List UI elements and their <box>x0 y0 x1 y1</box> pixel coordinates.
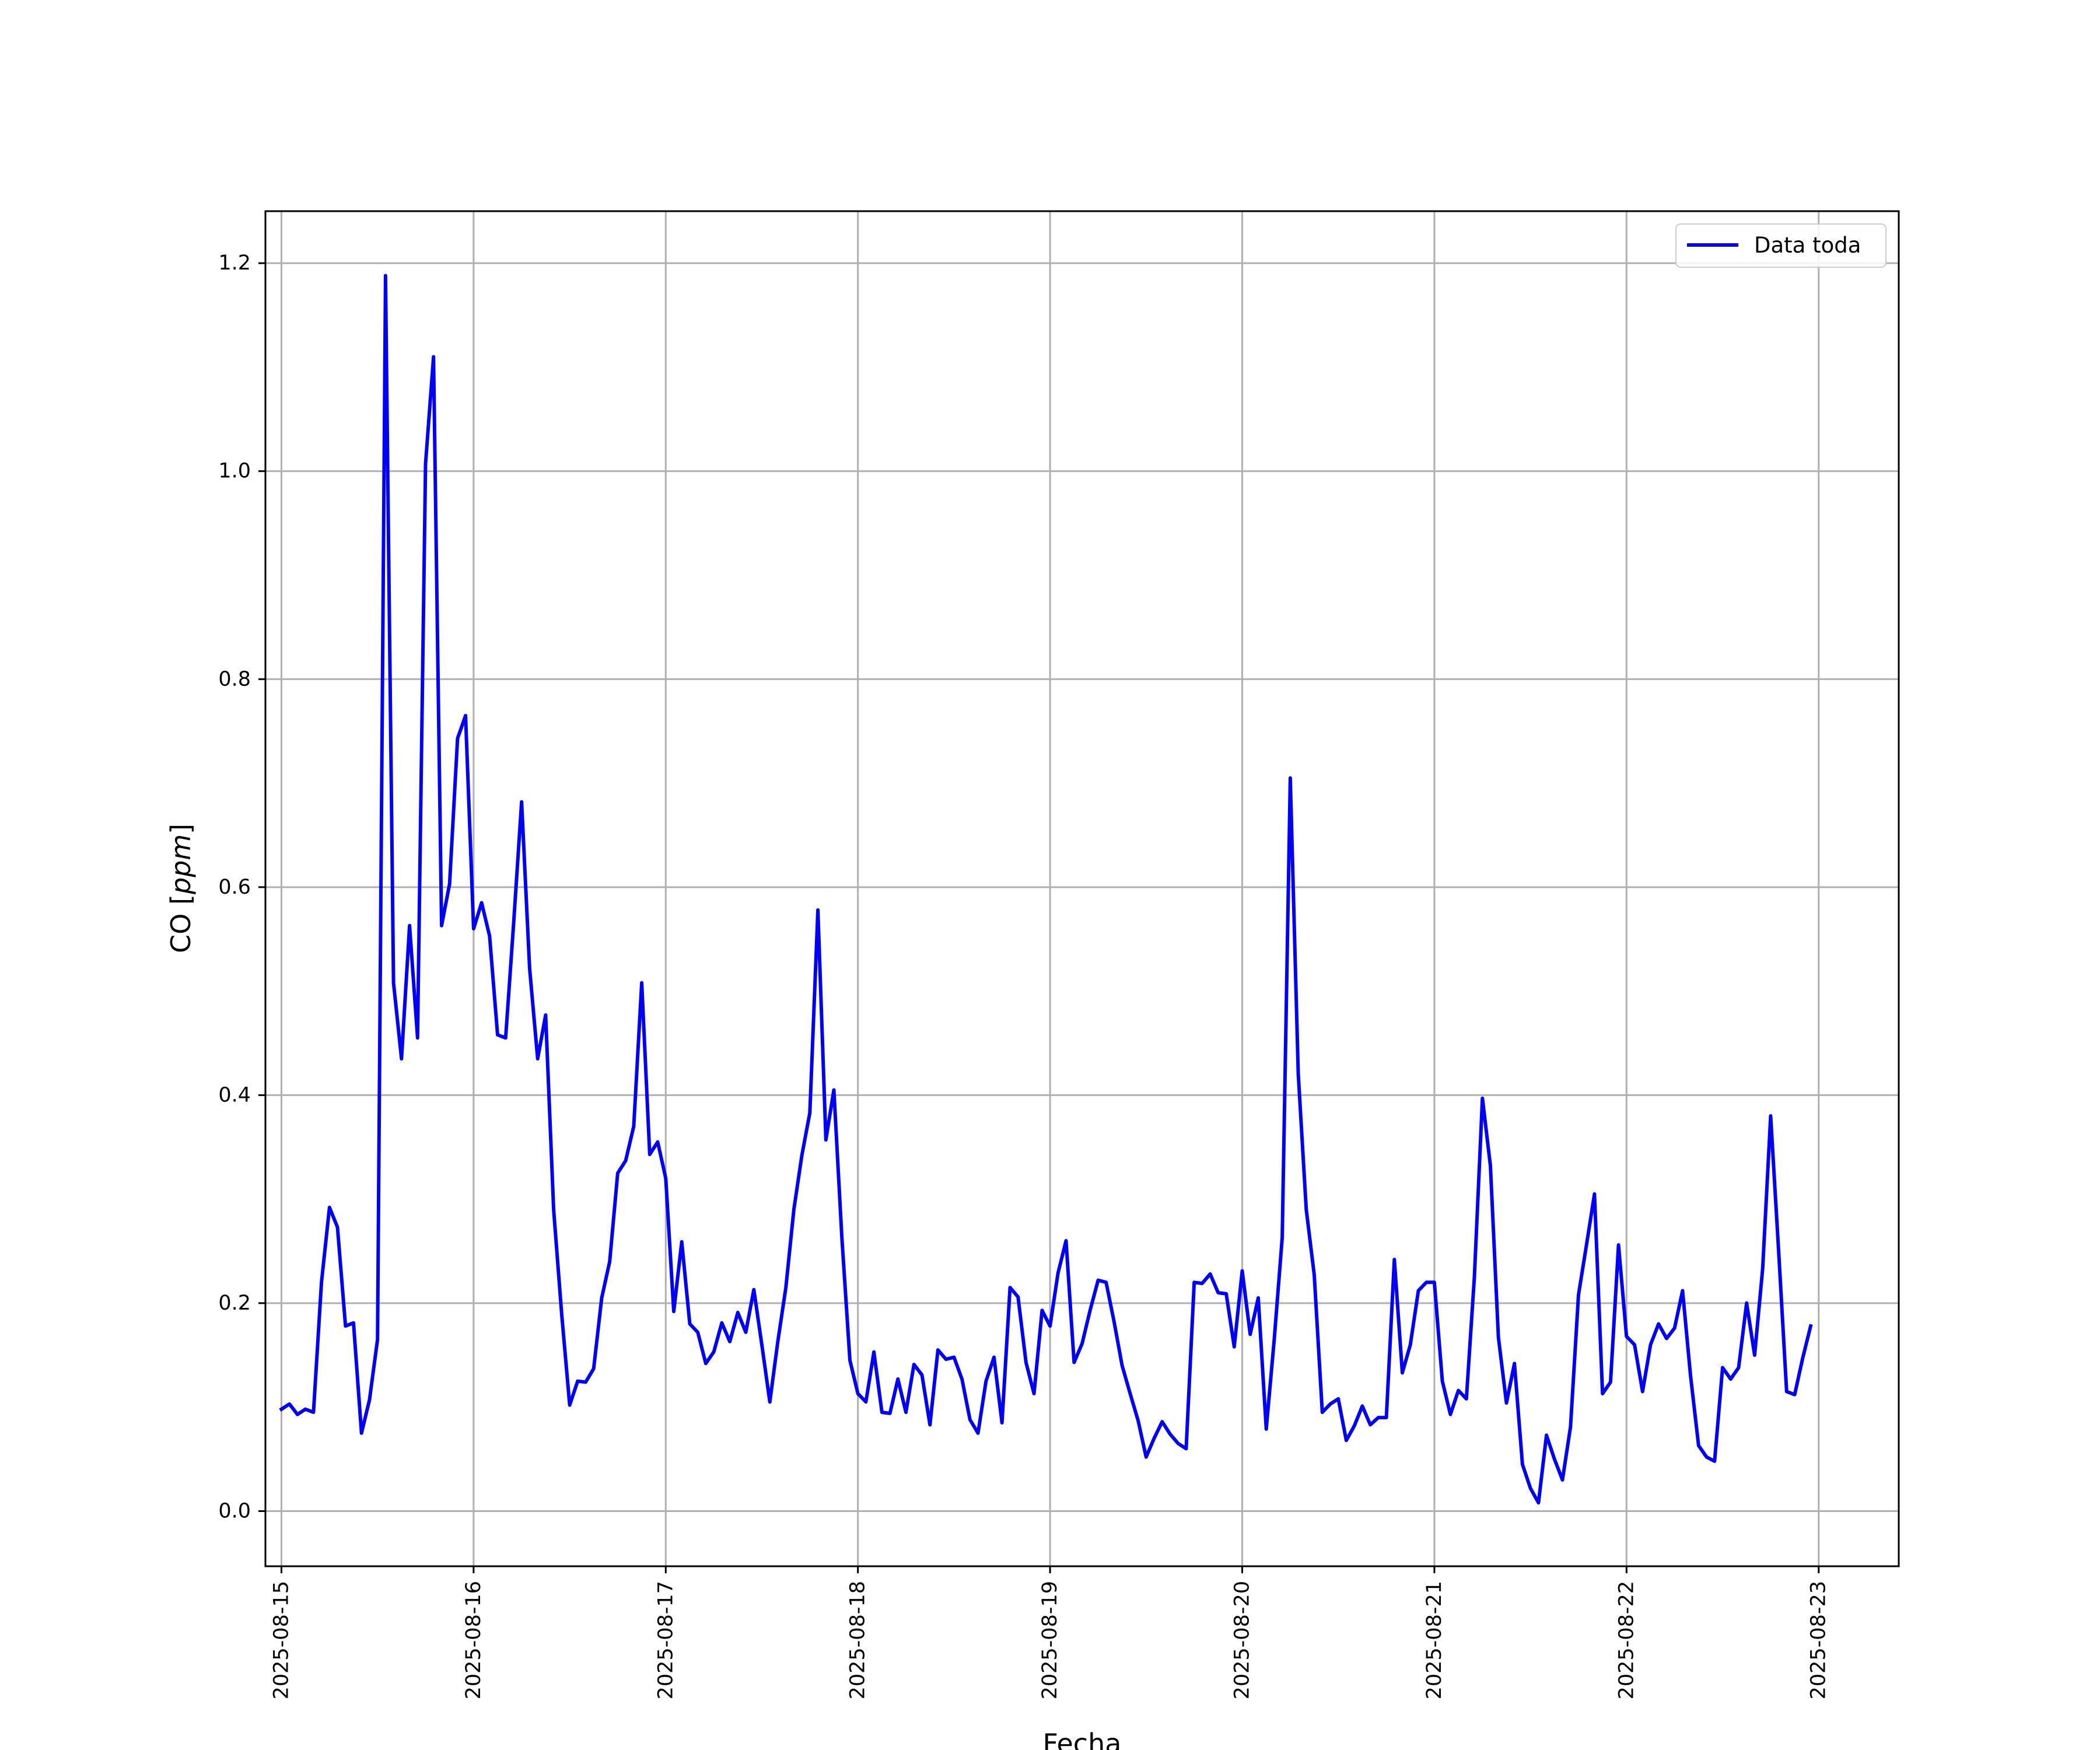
y-axis-label-main: CO [ <box>165 894 197 953</box>
x-tick-label: 2025-08-21 <box>1423 1581 1446 1699</box>
series-layer <box>279 274 1813 1505</box>
x-tick-label: 2025-08-20 <box>1231 1581 1254 1699</box>
x-tick-label: 2025-08-17 <box>654 1581 677 1699</box>
y-tick-label: 0.6 <box>218 876 251 899</box>
y-tick-label: 0.8 <box>218 667 251 691</box>
tick-labels: 2025-08-15 2025-08-16 2025-08-17 2025-08-18… <box>218 251 1830 1699</box>
series-line-data-toda <box>279 274 1813 1505</box>
y-tick-label: 0.0 <box>218 1500 251 1523</box>
grid-lines <box>265 211 1899 1566</box>
legend: Data toda <box>1675 223 1887 268</box>
y-tick-label: 1.0 <box>218 460 251 483</box>
plot-area-frame <box>264 210 1900 1567</box>
y-axis-label: CO [ppm] <box>165 824 197 953</box>
y-tick-label: 1.2 <box>218 251 251 275</box>
y-axis-label-unit: ppm <box>165 834 197 895</box>
x-tick-label: 2025-08-16 <box>462 1581 485 1699</box>
y-tick-label: 0.4 <box>218 1083 251 1107</box>
x-tick-label: 2025-08-23 <box>1807 1581 1831 1699</box>
y-tick-label: 0.2 <box>218 1292 251 1315</box>
x-axis-label: Fecha <box>1043 1728 1122 1750</box>
x-tick-label: 2025-08-22 <box>1615 1581 1638 1699</box>
legend-box <box>1675 223 1887 268</box>
x-tick-label: 2025-08-15 <box>270 1581 293 1699</box>
x-tick-label: 2025-08-19 <box>1038 1581 1062 1699</box>
legend-label: Data toda <box>1754 233 1861 258</box>
x-tick-label: 2025-08-18 <box>846 1581 870 1699</box>
axis-ticks <box>258 262 1820 1573</box>
y-axis-label-close: ] <box>165 824 197 834</box>
